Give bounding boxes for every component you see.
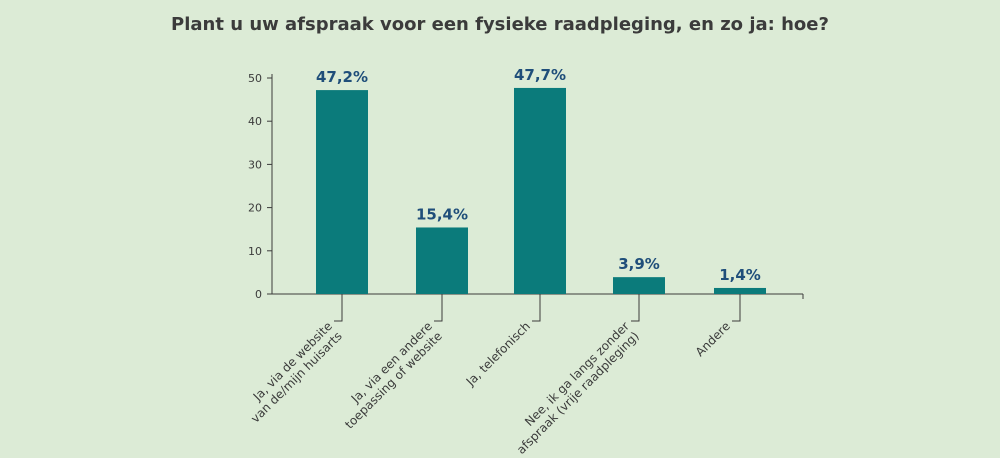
category-label-line: Ja, via de website: [250, 319, 335, 404]
category-leader-line: [732, 294, 741, 322]
bar: [514, 87, 566, 294]
category-leader-line: [631, 294, 640, 322]
bar-value-label: 3,9%: [618, 255, 660, 273]
category-leader-line: [532, 294, 541, 322]
category-label: Ja, telefonisch: [463, 319, 533, 389]
bar: [714, 287, 766, 294]
y-tick-label: 30: [248, 158, 262, 171]
category-leader-line: [434, 294, 443, 322]
category-label-line: toepassing of website: [342, 329, 445, 432]
category-label-line: van de/mijn huisarts: [248, 329, 345, 426]
bar-value-label: 47,2%: [316, 68, 368, 86]
category-leader-line: [334, 294, 343, 322]
chart-title: Plant u uw afspraak voor een fysieke raa…: [171, 14, 829, 35]
bar-value-label: 1,4%: [719, 266, 761, 284]
bar: [316, 90, 368, 294]
category-label-line: Ja, telefonisch: [463, 319, 533, 389]
bar: [416, 227, 468, 294]
category-label-line: Andere: [693, 319, 733, 359]
y-tick-label: 40: [248, 115, 262, 128]
y-tick-label: 50: [248, 72, 262, 85]
y-tick-label: 0: [255, 288, 262, 301]
category-label-line: afspraak (vrije raadpleging): [514, 329, 642, 457]
y-tick-label: 20: [248, 202, 262, 215]
category-label-line: Nee, ik ga langs zonder: [522, 319, 632, 429]
bar-value-label: 47,7%: [514, 66, 566, 84]
category-label-line: Ja, via een andere: [348, 319, 435, 406]
y-tick-label: 10: [248, 245, 262, 258]
bar: [613, 277, 665, 294]
bar-value-label: 15,4%: [416, 205, 468, 223]
category-label: Andere: [693, 319, 733, 359]
